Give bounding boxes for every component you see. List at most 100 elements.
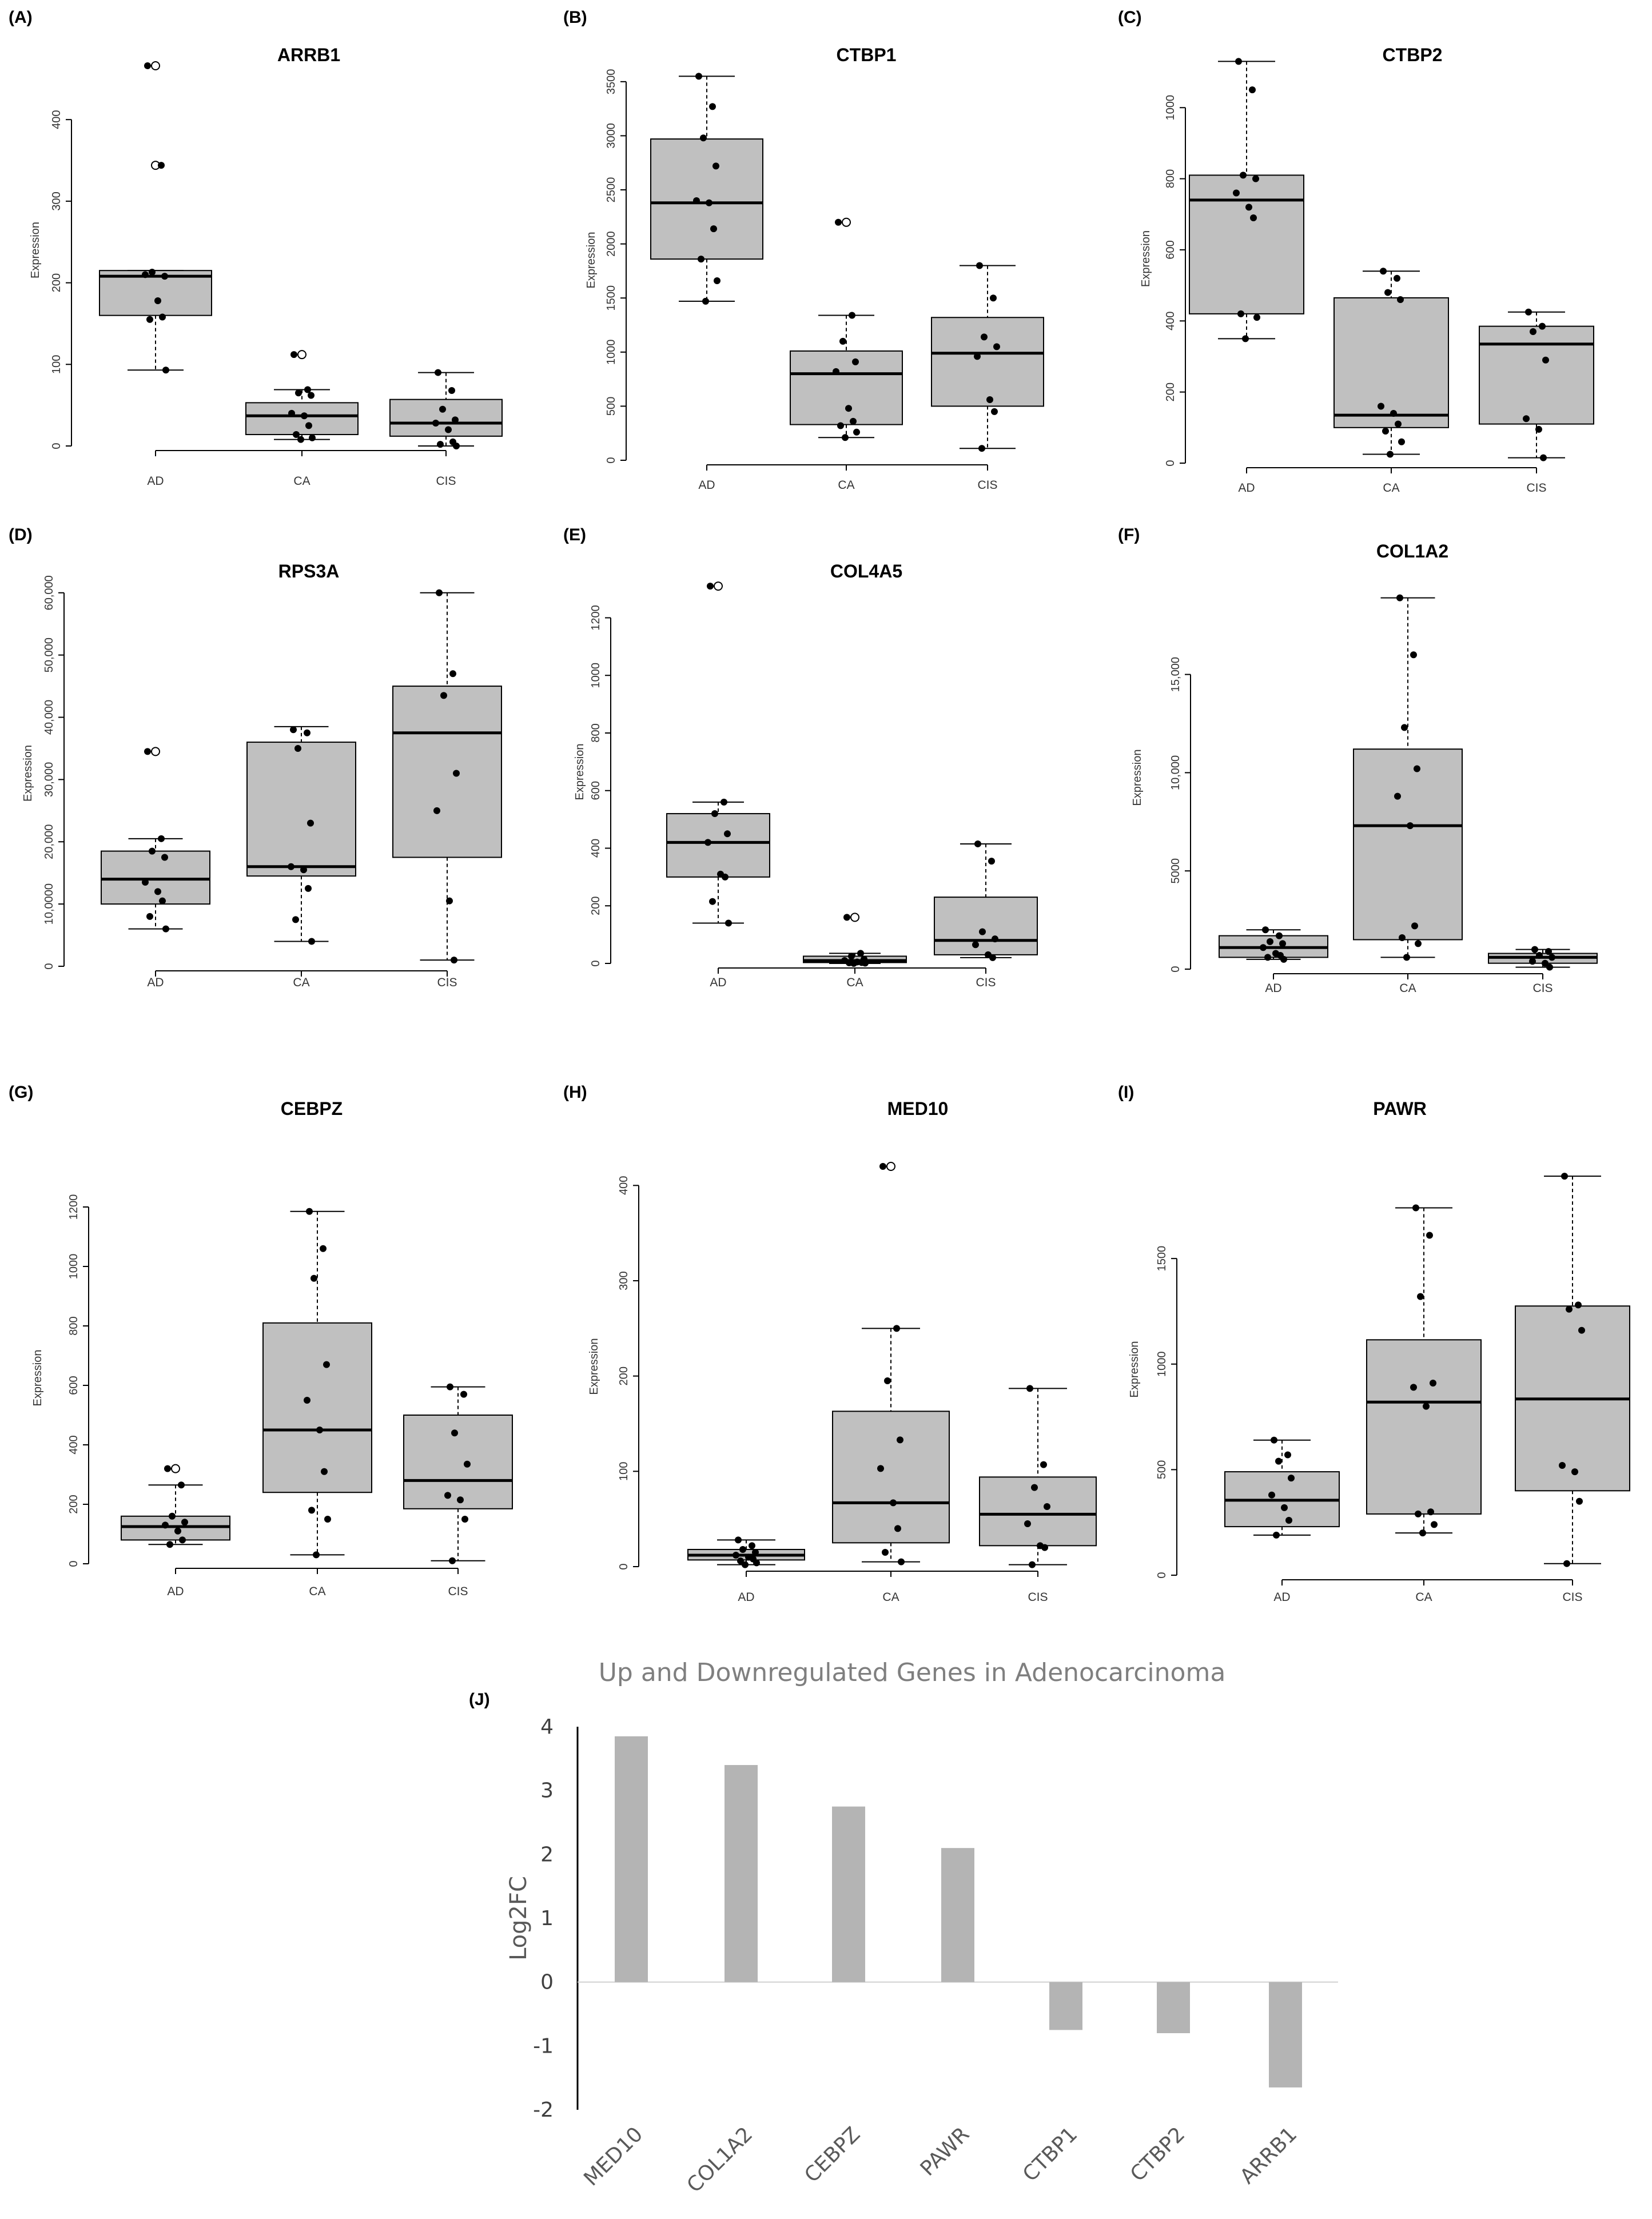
- box-cis: [403, 1386, 513, 1561]
- data-point: [852, 358, 859, 365]
- data-point: [879, 1163, 886, 1170]
- data-point: [464, 1460, 471, 1468]
- data-point: [1411, 922, 1418, 930]
- box-iqr: [979, 1476, 1097, 1547]
- data-point: [1576, 1497, 1583, 1505]
- y-tick-label: 60,000: [43, 575, 55, 610]
- data-point: [300, 866, 307, 874]
- data-point: [306, 1208, 313, 1215]
- data-point: [449, 670, 456, 678]
- box-ca: [790, 217, 903, 439]
- data-point: [842, 434, 849, 441]
- data-point: [707, 583, 714, 590]
- data-point: [290, 351, 297, 358]
- data-point: [981, 333, 988, 341]
- data-point: [1260, 944, 1267, 951]
- y-tick-label: 1000: [590, 663, 602, 688]
- data-point: [1268, 1491, 1275, 1499]
- data-point: [161, 854, 168, 861]
- panel-cebpz: (G) CEBPZ 0 200 400 600 800 1000 1200 Expression A…: [9, 1083, 513, 1598]
- data-point: [1401, 724, 1408, 731]
- data-point: [720, 798, 727, 806]
- data-point: [695, 73, 702, 80]
- data-point: [1380, 268, 1387, 275]
- y-tick-label: 30,000: [43, 762, 55, 797]
- data-point: [304, 729, 311, 736]
- y-axis-label: Log2FC: [505, 1876, 532, 1961]
- y-axis-label: Expression: [585, 232, 598, 289]
- bar-arrb1: [1269, 1982, 1302, 2087]
- panel-title: MED10: [887, 1098, 949, 1119]
- y-tick-label: 0: [1156, 1572, 1168, 1578]
- data-point: [993, 343, 1000, 350]
- data-point: [440, 692, 447, 699]
- data-point: [709, 103, 716, 110]
- data-point: [444, 1492, 451, 1499]
- category-label: CA: [309, 1585, 325, 1598]
- data-point: [301, 412, 308, 420]
- data-point: [1262, 926, 1269, 934]
- data-point: [1410, 1384, 1417, 1391]
- data-point: [1040, 1461, 1047, 1468]
- data-point: [704, 839, 711, 846]
- y-tick-label: 0: [67, 1560, 80, 1567]
- outlier-marker: [850, 913, 859, 922]
- category-label: AD: [167, 1585, 184, 1598]
- data-point: [1415, 940, 1422, 947]
- data-point: [154, 297, 161, 304]
- data-point: [181, 1519, 188, 1526]
- y-tick-label: 200: [67, 1495, 80, 1513]
- box-iqr: [392, 686, 502, 858]
- data-point: [839, 337, 846, 345]
- data-point: [451, 1429, 458, 1437]
- data-point: [1414, 765, 1420, 772]
- data-point: [724, 830, 731, 838]
- box-iqr: [1479, 325, 1594, 425]
- data-point: [698, 256, 704, 263]
- category-label: CIS: [977, 479, 997, 492]
- data-point: [178, 1481, 185, 1489]
- data-point: [1430, 1380, 1436, 1387]
- data-point: [737, 1557, 744, 1564]
- data-point: [1571, 1468, 1578, 1476]
- box-ad: [99, 61, 212, 371]
- category-label: CA: [1383, 481, 1399, 495]
- data-point: [725, 919, 732, 927]
- data-point: [1250, 214, 1257, 221]
- y-tick-label: 1200: [67, 1194, 80, 1220]
- y-tick-label: 3500: [605, 69, 618, 95]
- y-tick-label: 0: [1164, 460, 1177, 466]
- data-point: [295, 389, 302, 397]
- data-point: [1394, 274, 1400, 282]
- box-iqr: [934, 897, 1038, 955]
- data-point: [149, 847, 156, 855]
- data-point: [979, 928, 986, 935]
- box-cis: [934, 843, 1038, 958]
- data-point: [893, 1325, 900, 1332]
- data-point: [882, 1549, 889, 1556]
- data-point: [316, 1427, 323, 1433]
- y-tick-label: 500: [605, 397, 618, 416]
- data-point: [700, 134, 707, 142]
- category-label: ARRB1: [1236, 2122, 1301, 2188]
- data-point: [288, 409, 295, 417]
- data-point: [461, 1516, 468, 1523]
- y-tick-label: 3000: [605, 123, 618, 149]
- panel-med10: (H) MED10 0 100 200 300 400 Expression AD CA CIS: [563, 1083, 1097, 1604]
- data-point: [313, 1551, 320, 1559]
- bar-ctbp2: [1157, 1982, 1190, 2033]
- category-label: AD: [738, 1591, 754, 1604]
- box-ad: [101, 747, 210, 930]
- box-ad: [666, 581, 770, 924]
- data-point: [158, 162, 165, 169]
- panel-title: COL1A2: [1376, 541, 1448, 561]
- data-point: [1397, 296, 1404, 303]
- data-point: [1029, 1561, 1036, 1568]
- data-point: [146, 913, 153, 920]
- category-label: AD: [1238, 481, 1255, 495]
- category-label: CIS: [976, 976, 996, 989]
- y-axis-label: Expression: [1128, 1341, 1141, 1398]
- y-tick-label: 2500: [605, 177, 618, 203]
- data-point: [1566, 1305, 1573, 1313]
- data-point: [308, 1507, 315, 1514]
